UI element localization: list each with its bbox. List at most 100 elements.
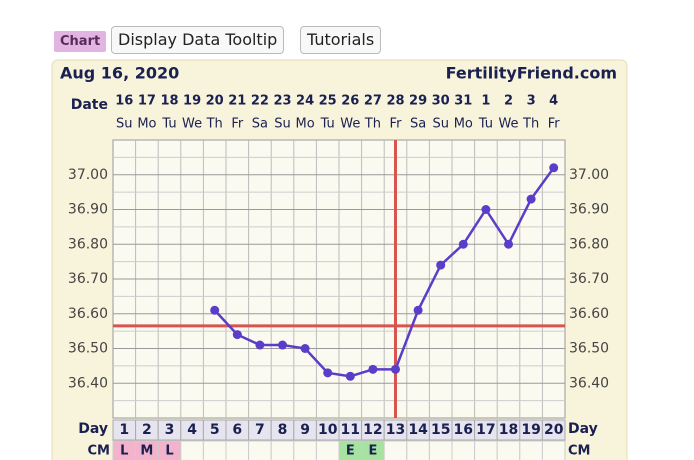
day-number: 19 [521, 422, 540, 438]
weekday: Sa [410, 117, 426, 132]
date: 30 [432, 94, 450, 109]
y2-tick-label: 37.00 [569, 167, 609, 183]
temp-point [255, 340, 265, 350]
date: 20 [206, 94, 224, 109]
weekday: Fr [231, 117, 244, 132]
day-number: 7 [255, 422, 265, 438]
y2-tick-label: 36.40 [569, 375, 609, 391]
y-tick-label: 36.90 [68, 202, 108, 218]
temp-point [458, 239, 468, 249]
y2-tick-label: 36.90 [569, 202, 609, 218]
temp-point [278, 340, 287, 350]
cm-cell [248, 440, 272, 460]
day-number: 20 [544, 422, 564, 438]
cm-cell [270, 440, 295, 460]
date-label: Date [71, 97, 108, 113]
day-number: 17 [476, 422, 495, 438]
brand: FertilityFriend.com [446, 64, 617, 83]
weekday: We [182, 117, 202, 132]
date: 23 [273, 94, 291, 109]
day-cell [541, 419, 566, 441]
date: 29 [409, 94, 427, 109]
date: 22 [251, 94, 269, 109]
cm-value: L [165, 444, 173, 459]
weekday: Mo [296, 117, 315, 132]
weekday: We [498, 117, 518, 132]
temp-line [213, 167, 555, 378]
date: 4 [549, 94, 558, 109]
tooltip-button[interactable]: Display Data Tooltip [111, 26, 285, 54]
y-tick-label: 36.80 [68, 236, 108, 252]
cm-label-right: CM [568, 444, 590, 459]
temp-point [300, 344, 310, 353]
weekday: Fr [548, 117, 561, 132]
day-number: 5 [210, 422, 220, 438]
temp-point [391, 364, 400, 374]
temp-point [436, 260, 446, 270]
cm-value: L [120, 444, 128, 459]
y-tick-label: 36.50 [68, 341, 108, 357]
cm-value: M [140, 444, 153, 459]
weekday: Mo [454, 117, 473, 132]
weekday: Su [432, 117, 449, 132]
temp-point [232, 330, 242, 340]
date: 24 [296, 94, 314, 109]
temp-point [368, 364, 378, 374]
date: 17 [138, 94, 156, 109]
day-label: Day [78, 421, 108, 437]
cm-cell [519, 440, 543, 460]
day-number: 12 [363, 422, 382, 438]
temp-point [345, 371, 355, 381]
date: 1 [481, 94, 490, 109]
weekday: Th [364, 117, 381, 132]
day-number: 4 [187, 422, 197, 438]
cm-cell [428, 440, 453, 460]
cm-label: CM [88, 444, 110, 459]
chart-title: Aug 16, 2020 [60, 64, 179, 83]
date: 18 [160, 94, 178, 109]
day-number: 9 [300, 422, 310, 438]
date: 31 [454, 94, 472, 109]
weekday: Fr [390, 117, 403, 132]
date: 26 [341, 94, 359, 109]
y-tick-label: 37.00 [68, 167, 108, 183]
temp-point [481, 205, 491, 214]
chart-tag: Chart [54, 31, 107, 52]
date: 25 [319, 94, 337, 109]
y-tick-label: 36.60 [68, 306, 108, 322]
cm-cell [383, 440, 408, 460]
y2-tick-label: 36.50 [569, 341, 609, 357]
day-label-right: Day [568, 421, 598, 437]
weekday: Mo [137, 117, 156, 132]
tutorials-button[interactable]: Tutorials [300, 26, 382, 54]
weekday: Tu [478, 117, 493, 132]
date: 19 [183, 94, 201, 109]
cm-cell [315, 440, 340, 460]
cm-cell [474, 440, 498, 460]
day-number: 13 [386, 422, 405, 438]
day-number: 2 [142, 422, 152, 438]
day-number: 16 [454, 422, 473, 438]
cm-cell [225, 440, 250, 460]
day-number: 14 [408, 422, 428, 438]
temp-point [504, 239, 513, 249]
temp-point [526, 194, 536, 204]
temp-point [323, 368, 333, 378]
weekday: Su [274, 117, 291, 132]
weekday: Tu [320, 117, 335, 132]
cm-cell [406, 440, 430, 460]
cm-cell [541, 440, 566, 460]
weekday: Th [206, 117, 223, 132]
date: 16 [115, 94, 133, 109]
day-number: 1 [119, 422, 129, 438]
day-number: 18 [499, 422, 518, 438]
day-number: 6 [232, 422, 242, 438]
date: 28 [386, 94, 404, 109]
weekday: We [340, 117, 360, 132]
cm-cell [202, 440, 227, 460]
date: 21 [228, 94, 246, 109]
cm-cell [496, 440, 521, 460]
day-number: 11 [341, 422, 360, 438]
